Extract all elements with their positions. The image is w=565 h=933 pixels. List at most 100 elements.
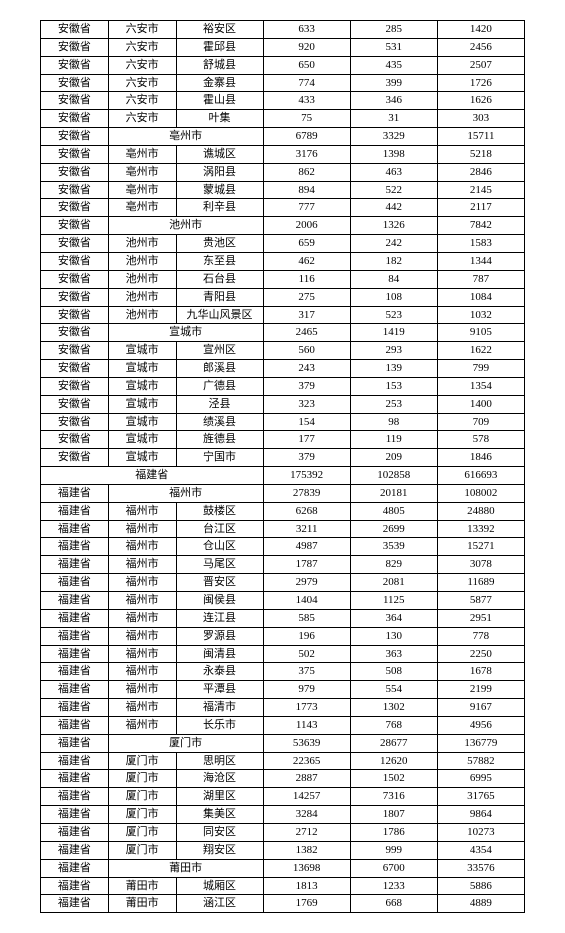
cell-value: 253 <box>350 395 437 413</box>
cell-district: 石台县 <box>176 270 263 288</box>
cell-value: 4805 <box>350 502 437 520</box>
cell-value: 668 <box>350 895 437 913</box>
cell-value: 57882 <box>437 752 524 770</box>
cell-district: 广德县 <box>176 377 263 395</box>
cell-value: 659 <box>263 235 350 253</box>
cell-district: 舒城县 <box>176 56 263 74</box>
table-row: 福建省175392102858616693 <box>41 467 525 485</box>
cell-value: 2699 <box>350 520 437 538</box>
cell-value: 5886 <box>437 877 524 895</box>
cell-value: 2951 <box>437 609 524 627</box>
cell-city: 池州市 <box>108 235 176 253</box>
cell-value: 1626 <box>437 92 524 110</box>
cell-city: 福州市 <box>108 716 176 734</box>
table-row: 福建省福州市永泰县3755081678 <box>41 663 525 681</box>
cell-value: 1344 <box>437 252 524 270</box>
cell-value: 585 <box>263 609 350 627</box>
cell-district: 连江县 <box>176 609 263 627</box>
cell-province: 福建省 <box>41 645 109 663</box>
cell-value: 4987 <box>263 538 350 556</box>
cell-value: 578 <box>437 431 524 449</box>
cell-value: 75 <box>263 110 350 128</box>
cell-value: 14257 <box>263 788 350 806</box>
cell-value: 2465 <box>263 324 350 342</box>
cell-city-span: 宣城市 <box>108 324 263 342</box>
table-row: 福建省莆田市13698670033576 <box>41 859 525 877</box>
cell-district: 谯城区 <box>176 145 263 163</box>
cell-value: 1807 <box>350 806 437 824</box>
cell-value: 303 <box>437 110 524 128</box>
cell-city: 福州市 <box>108 538 176 556</box>
cell-value: 1846 <box>437 449 524 467</box>
cell-city: 厦门市 <box>108 841 176 859</box>
cell-city: 宣城市 <box>108 449 176 467</box>
cell-value: 33576 <box>437 859 524 877</box>
cell-value: 531 <box>350 38 437 56</box>
cell-city: 福州市 <box>108 645 176 663</box>
cell-value: 317 <box>263 306 350 324</box>
table-row: 福建省厦门市同安区2712178610273 <box>41 823 525 841</box>
cell-value: 463 <box>350 163 437 181</box>
table-row: 安徽省池州市贵池区6592421583 <box>41 235 525 253</box>
cell-value: 5218 <box>437 145 524 163</box>
cell-city-span: 厦门市 <box>108 734 263 752</box>
cell-province: 福建省 <box>41 627 109 645</box>
cell-value: 2081 <box>350 574 437 592</box>
table-row: 安徽省亳州市利辛县7774422117 <box>41 199 525 217</box>
table-row: 安徽省宣城市246514199105 <box>41 324 525 342</box>
cell-city: 宣城市 <box>108 377 176 395</box>
cell-city: 福州市 <box>108 592 176 610</box>
cell-city: 莆田市 <box>108 895 176 913</box>
cell-province: 安徽省 <box>41 163 109 181</box>
cell-value: 4956 <box>437 716 524 734</box>
cell-value: 182 <box>350 252 437 270</box>
table-row: 安徽省宣城市广德县3791531354 <box>41 377 525 395</box>
cell-district: 贵池区 <box>176 235 263 253</box>
cell-city: 亳州市 <box>108 163 176 181</box>
cell-province: 安徽省 <box>41 431 109 449</box>
cell-value: 2145 <box>437 181 524 199</box>
table-row: 福建省福州市平潭县9795542199 <box>41 681 525 699</box>
cell-value: 616693 <box>437 467 524 485</box>
cell-province: 安徽省 <box>41 235 109 253</box>
cell-city: 福州市 <box>108 609 176 627</box>
cell-value: 1382 <box>263 841 350 859</box>
cell-value: 862 <box>263 163 350 181</box>
cell-province: 安徽省 <box>41 342 109 360</box>
cell-city-span: 福州市 <box>108 484 263 502</box>
cell-value: 154 <box>263 413 350 431</box>
cell-district: 宣州区 <box>176 342 263 360</box>
cell-value: 7842 <box>437 217 524 235</box>
cell-value: 2199 <box>437 681 524 699</box>
cell-value: 2117 <box>437 199 524 217</box>
table-row: 安徽省宣城市郎溪县243139799 <box>41 360 525 378</box>
cell-city-span: 池州市 <box>108 217 263 235</box>
cell-value: 9864 <box>437 806 524 824</box>
cell-value: 53639 <box>263 734 350 752</box>
cell-value: 3176 <box>263 145 350 163</box>
cell-province: 福建省 <box>41 556 109 574</box>
cell-value: 4889 <box>437 895 524 913</box>
cell-value: 15271 <box>437 538 524 556</box>
cell-value: 1769 <box>263 895 350 913</box>
cell-value: 1419 <box>350 324 437 342</box>
cell-value: 650 <box>263 56 350 74</box>
cell-value: 1084 <box>437 288 524 306</box>
cell-province: 安徽省 <box>41 413 109 431</box>
cell-province: 福建省 <box>41 859 109 877</box>
table-row: 安徽省宣城市绩溪县15498709 <box>41 413 525 431</box>
cell-value: 13392 <box>437 520 524 538</box>
cell-province: 福建省 <box>41 752 109 770</box>
cell-value: 3329 <box>350 128 437 146</box>
cell-city: 福州市 <box>108 627 176 645</box>
cell-city: 六安市 <box>108 56 176 74</box>
table-row: 安徽省宣城市泾县3232531400 <box>41 395 525 413</box>
cell-value: 31 <box>350 110 437 128</box>
cell-value: 442 <box>350 199 437 217</box>
cell-value: 108 <box>350 288 437 306</box>
table-row: 福建省厦门市湖里区14257731631765 <box>41 788 525 806</box>
table-row: 安徽省亳州市涡阳县8624632846 <box>41 163 525 181</box>
cell-value: 1143 <box>263 716 350 734</box>
cell-district: 海沧区 <box>176 770 263 788</box>
cell-district: 晋安区 <box>176 574 263 592</box>
